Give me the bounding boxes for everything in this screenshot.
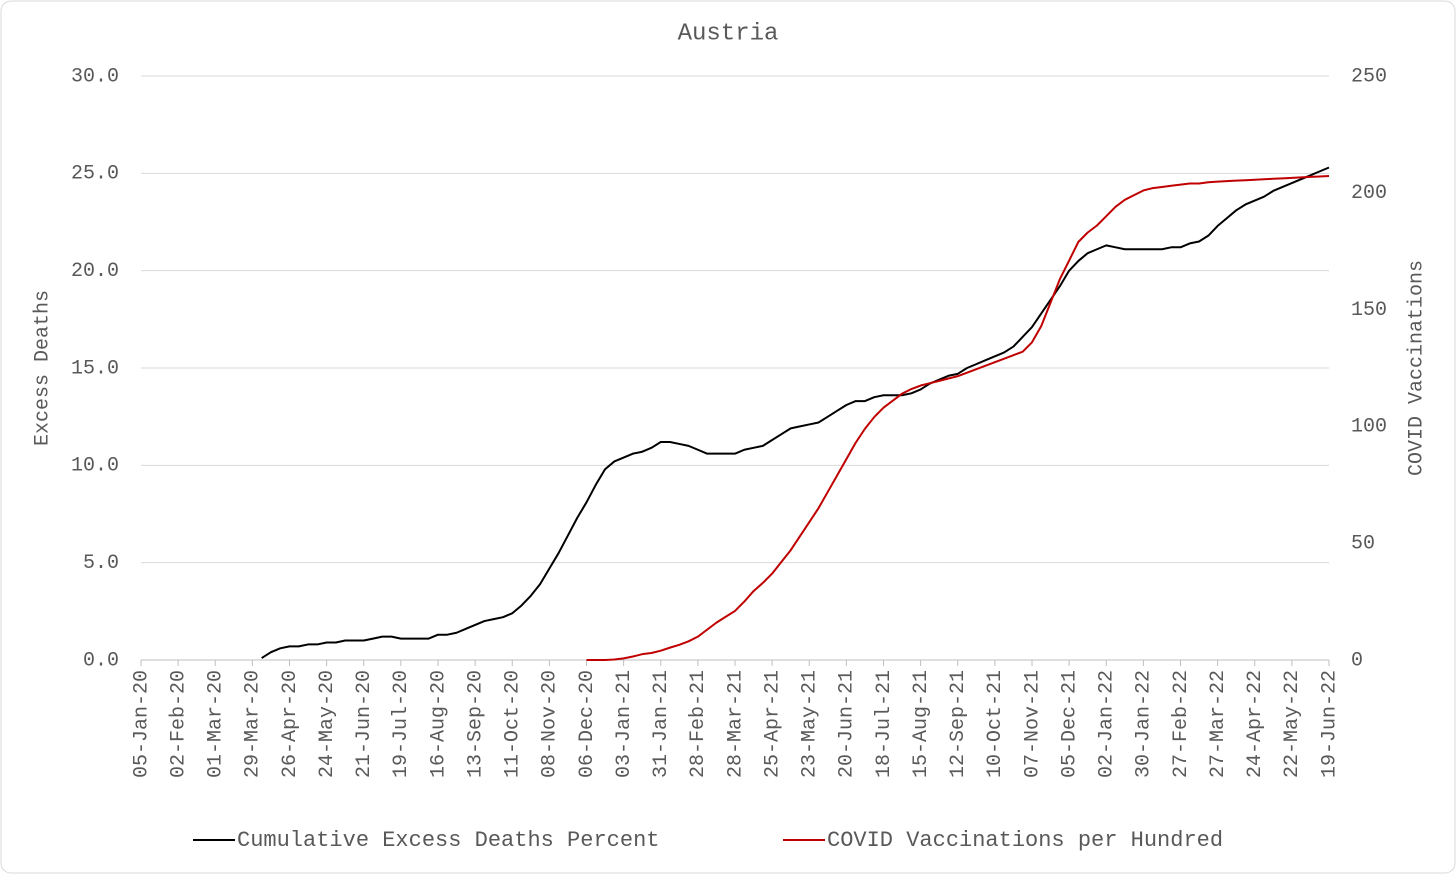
x-tick-label: 16-Aug-20 (427, 670, 450, 778)
x-tick-label: 27-Mar-22 (1207, 670, 1230, 778)
chart-title: Austria (678, 20, 779, 47)
x-tick-label: 02-Jan-22 (1096, 670, 1119, 778)
y2-tick-label: 0 (1351, 649, 1363, 672)
data-line (586, 174, 1330, 661)
y-tick-label: 15.0 (71, 357, 119, 380)
legend-label: Cumulative Excess Deaths Percent (237, 828, 659, 853)
x-tick-label: 02-Feb-20 (167, 670, 190, 778)
x-tick-label: 10-Oct-21 (984, 670, 1007, 778)
x-tick-label: 28-Mar-21 (724, 670, 747, 778)
x-tick-label: 24-Apr-22 (1244, 670, 1267, 778)
x-tick-label: 03-Jan-21 (613, 670, 636, 778)
legend-label: COVID Vaccinations per Hundred (827, 828, 1223, 853)
y-tick-label: 30.0 (71, 65, 119, 88)
x-tick-label: 23-May-21 (799, 670, 822, 778)
x-tick-label: 20-Jun-21 (836, 670, 859, 778)
x-tick-label: 12-Sep-21 (947, 670, 970, 778)
y-tick-label: 5.0 (83, 552, 119, 575)
x-tick-label: 18-Jul-21 (873, 670, 896, 778)
x-tick-label: 06-Dec-20 (576, 670, 599, 778)
x-tick-label: 01-Mar-20 (205, 670, 228, 778)
y2-tick-label: 150 (1351, 299, 1387, 322)
y2-axis-title: COVID Vaccinations (1405, 260, 1428, 476)
x-tick-label: 28-Feb-21 (687, 670, 710, 778)
x-tick-label: 08-Nov-20 (539, 670, 562, 778)
x-tick-label: 22-May-22 (1281, 670, 1304, 778)
x-tick-label: 27-Feb-22 (1170, 670, 1193, 778)
x-tick-label: 07-Nov-21 (1021, 670, 1044, 778)
y2-tick-label: 250 (1351, 65, 1387, 88)
y2-tick-label: 100 (1351, 416, 1387, 439)
x-tick-label: 31-Jan-21 (650, 670, 673, 778)
x-tick-label: 30-Jan-22 (1133, 670, 1156, 778)
x-tick-label: 19-Jun-22 (1318, 670, 1341, 778)
x-tick-label: 26-Apr-20 (279, 670, 302, 778)
data-line (261, 166, 1330, 659)
x-tick-label: 19-Jul-20 (390, 670, 413, 778)
x-tick-label: 29-Mar-20 (242, 670, 265, 778)
x-tick-label: 15-Aug-21 (910, 670, 933, 778)
y2-tick-label: 50 (1351, 532, 1375, 555)
y-tick-label: 25.0 (71, 163, 119, 186)
y-tick-label: 0.0 (83, 649, 119, 672)
x-tick-label: 05-Dec-21 (1058, 670, 1081, 778)
x-tick-label: 25-Apr-21 (761, 670, 784, 778)
y2-tick-label: 200 (1351, 182, 1387, 205)
x-tick-label: 24-May-20 (316, 670, 339, 778)
x-tick-label: 21-Jun-20 (353, 670, 376, 778)
y-tick-label: 20.0 (71, 260, 119, 283)
y-axis-title: Excess Deaths (31, 290, 54, 446)
y-tick-label: 10.0 (71, 455, 119, 478)
x-tick-label: 13-Sep-20 (464, 670, 487, 778)
x-tick-label: 11-Oct-20 (502, 670, 525, 778)
x-tick-label: 05-Jan-20 (130, 670, 153, 778)
